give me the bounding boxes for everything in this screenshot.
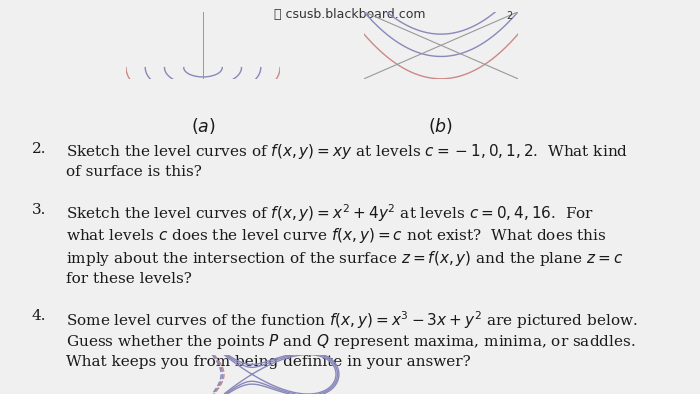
- Text: Guess whether the points $P$ and $Q$ represent maxima, minima, or saddles.: Guess whether the points $P$ and $Q$ rep…: [66, 332, 636, 351]
- Text: Some level curves of the function $f(x, y) = x^3 - 3x + y^2$ are pictured below.: Some level curves of the function $f(x, …: [66, 309, 638, 331]
- Text: Sketch the level curves of $f(x, y) = xy$ at levels $c = -1, 0, 1, 2$.  What kin: Sketch the level curves of $f(x, y) = xy…: [66, 142, 629, 161]
- Text: What keeps you from being definite in your answer?: What keeps you from being definite in yo…: [66, 355, 471, 369]
- Text: imply about the intersection of the surface $z = f(x, y)$ and the plane $z = c$: imply about the intersection of the surf…: [66, 249, 624, 268]
- Text: $(a)$: $(a)$: [190, 116, 216, 136]
- Text: of surface is this?: of surface is this?: [66, 165, 202, 179]
- Text: what levels $c$ does the level curve $f(x, y) = c$ not exist?  What does this: what levels $c$ does the level curve $f(…: [66, 226, 607, 245]
- Text: 🔒 csusb.blackboard.com: 🔒 csusb.blackboard.com: [274, 8, 426, 21]
- Text: 3.: 3.: [32, 203, 46, 217]
- Text: $(b)$: $(b)$: [428, 116, 454, 136]
- Text: 2.: 2.: [32, 142, 46, 156]
- Text: 4.: 4.: [32, 309, 46, 323]
- Text: for these levels?: for these levels?: [66, 271, 192, 286]
- Text: Sketch the level curves of $f(x, y) = x^2 + 4y^2$ at levels $c = 0, 4, 16$.  For: Sketch the level curves of $f(x, y) = x^…: [66, 203, 595, 224]
- Text: 2: 2: [507, 11, 512, 20]
